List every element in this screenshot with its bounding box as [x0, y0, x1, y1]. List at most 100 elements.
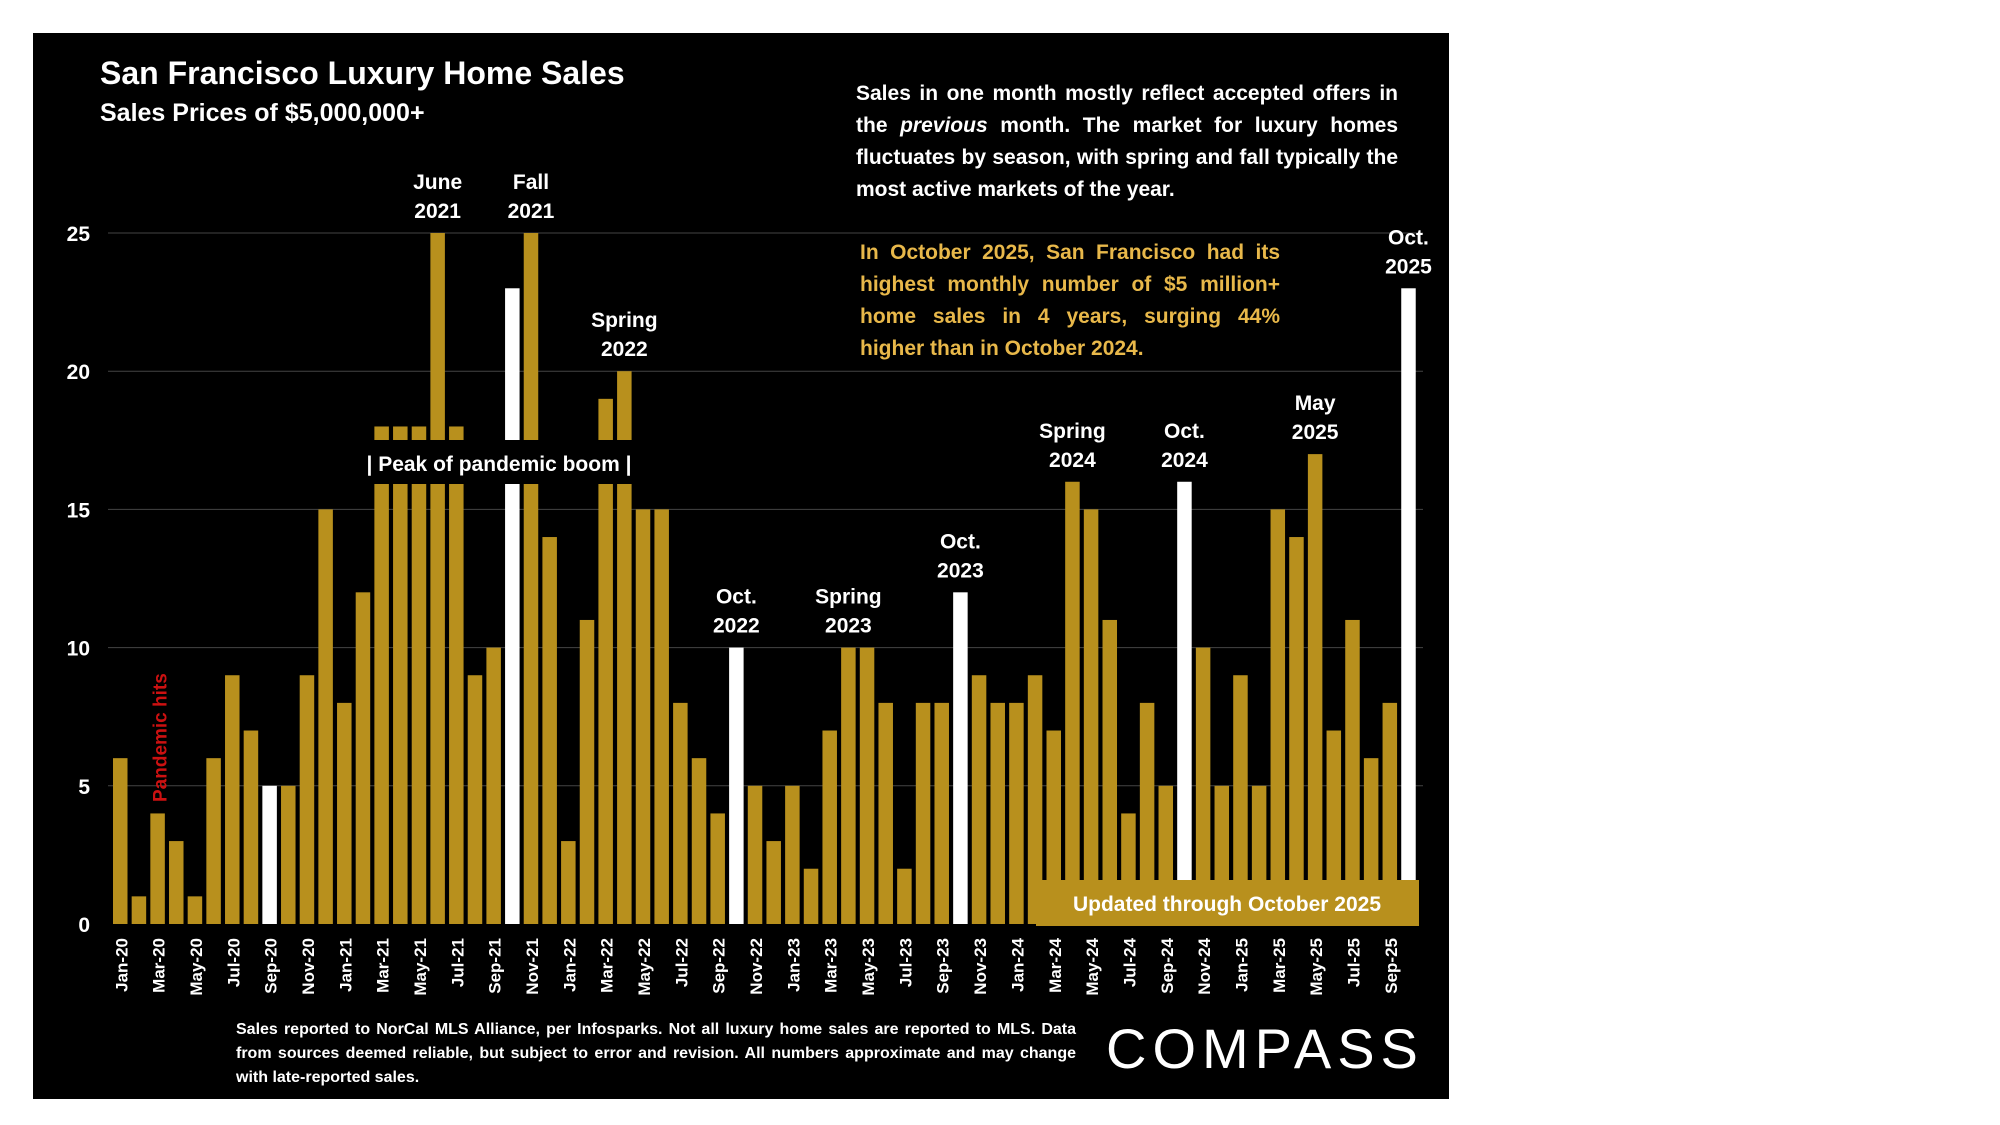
y-tick-label: 10 — [67, 638, 90, 661]
x-tick-label: Jan-21 — [336, 938, 355, 992]
x-tick-label: Sep-20 — [262, 938, 281, 994]
bar — [243, 730, 259, 924]
bar — [841, 647, 856, 924]
x-tick-label: Sep-25 — [1382, 938, 1401, 994]
bar-annotation: Spring — [815, 586, 882, 609]
x-tick-label: May-21 — [411, 938, 430, 996]
bar — [1270, 509, 1286, 924]
bar — [1382, 702, 1398, 924]
bar — [1401, 288, 1416, 924]
x-tick-label: Nov-24 — [1195, 937, 1214, 994]
seasonality-note-start: Sales in one month mostly reflect accept… — [856, 82, 1398, 137]
x-tick-label: Jan-20 — [112, 938, 131, 992]
bar — [393, 426, 408, 924]
bar — [710, 813, 725, 924]
bar — [561, 841, 576, 924]
bar-annotation: 2024 — [1049, 449, 1096, 472]
bar — [1177, 481, 1192, 924]
bar-annotation: Oct. — [940, 530, 981, 553]
y-tick-label: 5 — [78, 776, 90, 799]
x-tick-label: Mar-25 — [1270, 938, 1289, 993]
bar — [1065, 481, 1080, 924]
x-tick-label: Nov-23 — [971, 938, 990, 995]
x-tick-label: Sep-23 — [934, 938, 953, 994]
x-tick-label: Jul-20 — [224, 938, 243, 987]
y-tick-label: 15 — [67, 499, 91, 522]
bar — [1102, 619, 1118, 924]
bar — [579, 619, 595, 924]
bar — [934, 702, 949, 924]
x-tick-label: Mar-20 — [150, 938, 169, 993]
updated-label: Updated through October 2025 — [1073, 893, 1381, 916]
bar-annotation: 2024 — [1161, 449, 1208, 472]
bar-annotation: Oct. — [1388, 226, 1429, 249]
band-label-background — [352, 440, 646, 484]
bar-annotation: 2022 — [601, 338, 648, 361]
bar — [878, 702, 893, 924]
october-highlight-note: In October 2025, San Francisco had its h… — [860, 241, 1280, 360]
pandemic-label: Pandemic hits — [151, 673, 172, 802]
bar — [785, 785, 800, 924]
bar-annotation: Spring — [1039, 420, 1106, 443]
bar — [262, 785, 277, 924]
bar — [822, 730, 837, 924]
x-tick-label: Mar-21 — [374, 938, 393, 993]
bar — [617, 371, 632, 924]
source-footnote: Sales reported to NorCal MLS Alliance, p… — [236, 1021, 1076, 1086]
bar — [691, 758, 707, 924]
bar-annotation: Spring — [591, 309, 658, 332]
bar — [150, 813, 165, 924]
x-tick-label: Jul-21 — [448, 938, 467, 987]
compass-logo: COMPASS — [1106, 1017, 1424, 1080]
bar — [299, 675, 315, 924]
x-tick-label: Jan-23 — [784, 938, 803, 992]
bar — [1345, 619, 1360, 924]
bar — [1307, 454, 1323, 924]
y-tick-label: 0 — [78, 914, 90, 937]
bar-annotation: Oct. — [716, 586, 757, 609]
bar — [915, 702, 931, 924]
bar-annotation: June — [413, 171, 462, 194]
bar — [337, 702, 352, 924]
bar — [1326, 730, 1342, 924]
bar-annotation: 2023 — [825, 615, 872, 638]
x-tick-label: Sep-24 — [1158, 937, 1177, 993]
seasonality-note-end: month. The market for luxury homes fluct… — [856, 114, 1398, 201]
bar — [374, 426, 389, 924]
bar — [187, 896, 203, 924]
bar — [729, 647, 744, 924]
x-tick-label: May-22 — [635, 938, 654, 996]
bar — [542, 537, 557, 924]
bar — [449, 426, 464, 924]
x-tick-label: Sep-22 — [710, 938, 729, 994]
x-tick-label: Jul-22 — [672, 938, 691, 987]
bar — [635, 509, 651, 924]
chart-title: San Francisco Luxury Home Sales — [100, 55, 625, 91]
bar — [766, 841, 781, 924]
bar-annotation: 2025 — [1292, 421, 1339, 444]
x-tick-label: May-20 — [187, 938, 206, 996]
bar — [747, 785, 763, 924]
bar — [113, 758, 128, 924]
bar — [318, 509, 333, 924]
bar — [654, 509, 669, 924]
bar — [1009, 702, 1024, 924]
bar — [505, 288, 520, 924]
bar — [953, 592, 968, 924]
bar — [206, 758, 221, 924]
bar — [990, 702, 1005, 924]
bar-annotation: May — [1295, 392, 1336, 415]
bar — [169, 841, 184, 924]
bar — [486, 647, 501, 924]
x-tick-label: Mar-24 — [1046, 937, 1065, 992]
bar — [523, 233, 539, 924]
x-tick-label: Jan-25 — [1232, 938, 1251, 992]
bar — [803, 868, 819, 924]
x-tick-label: Jan-24 — [1008, 937, 1027, 991]
x-tick-label: Jan-22 — [560, 938, 579, 992]
band-label: | Peak of pandemic boom | — [366, 453, 631, 476]
bar — [673, 702, 688, 924]
chart-subtitle: Sales Prices of $5,000,000+ — [100, 99, 425, 127]
x-tick-label: Nov-22 — [747, 938, 766, 995]
